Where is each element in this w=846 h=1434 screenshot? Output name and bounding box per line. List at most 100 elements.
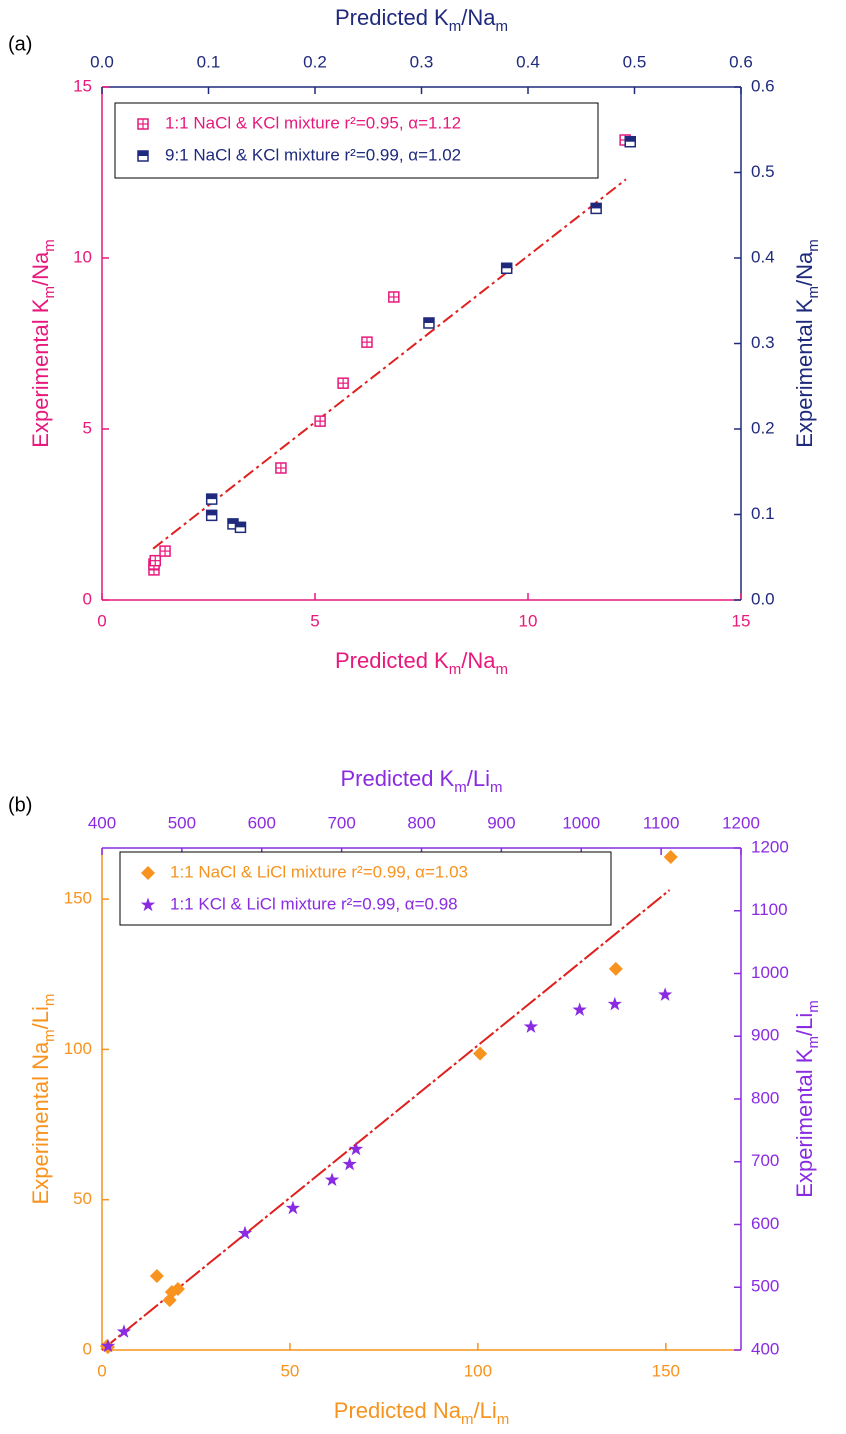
legend-box (119, 851, 612, 926)
marker-part (235, 522, 246, 528)
marker-part (237, 1225, 253, 1240)
x2-tick-label: 0.4 (516, 52, 540, 71)
marker-part (348, 1141, 364, 1156)
axis-title: Experimental Km/Nam (792, 239, 823, 447)
panel-label: (a) (8, 33, 32, 55)
marker-part (140, 897, 156, 912)
legend-marker (140, 897, 156, 912)
y-tick-label: 100 (64, 1039, 92, 1058)
y2-tick-label: 900 (751, 1026, 779, 1045)
point (337, 377, 349, 389)
marker-part (116, 1324, 132, 1338)
legend-marker (137, 118, 149, 130)
legend-label: 1:1 NaCl & KCl mixture r²=0.95, α=1.12 (165, 113, 461, 132)
axis-title-part: m (805, 1000, 822, 1013)
x2-tick-label: 0.1 (197, 52, 221, 71)
marker-part (423, 317, 434, 323)
y2-tick-label: 0.0 (751, 589, 775, 608)
x2-tick-label: 800 (407, 813, 435, 832)
legend-label: 1:1 NaCl & LiCl mixture r²=0.99, α=1.03 (170, 862, 468, 881)
axis-title: Experimental Nam/Lim (28, 994, 59, 1205)
y-tick-label: 0 (83, 1339, 92, 1358)
y2-tick-label: 1100 (751, 900, 788, 919)
axis-title-part: /Li (792, 1013, 817, 1036)
axis-title-part: m (490, 779, 503, 796)
marker-part (572, 1002, 587, 1016)
axis-title-part: /Li (28, 1006, 53, 1029)
x2-tick-label: 600 (248, 813, 276, 832)
y2-tick-label: 0.6 (751, 76, 775, 95)
point (275, 462, 287, 474)
x-tick-label: 10 (519, 611, 538, 630)
x2-tick-label: 0.5 (623, 52, 647, 71)
axis-title: Predicted Nam/Lim (334, 1398, 509, 1429)
y2-tick-label: 400 (751, 1339, 779, 1358)
axis-title-part: m (497, 1411, 510, 1428)
point (624, 135, 636, 148)
point (361, 336, 373, 348)
x-tick-label: 0 (97, 1361, 106, 1380)
y-tick-label: 15 (73, 76, 92, 95)
y-tick-label: 10 (73, 247, 92, 266)
x2-tick-label: 900 (487, 813, 515, 832)
y-tick-label: 5 (83, 418, 92, 437)
point (523, 1019, 539, 1033)
axis-title-part: m (41, 286, 58, 299)
x-tick-label: 5 (310, 611, 319, 630)
y2-tick-label: 800 (751, 1088, 779, 1107)
y-tick-label: 0 (83, 589, 92, 608)
x-tick-label: 150 (652, 1361, 680, 1380)
axis-title-part: Experimental Na (28, 1041, 53, 1204)
x2-tick-label: 1200 (722, 813, 760, 832)
point (572, 1002, 587, 1016)
point (342, 1156, 357, 1171)
axis-title-part: m (41, 1029, 58, 1042)
y2-tick-label: 0.3 (751, 333, 775, 352)
x2-tick-label: 0.0 (90, 52, 114, 71)
point (116, 1324, 132, 1338)
y2-tick-label: 0.1 (751, 504, 775, 523)
marker-part (149, 1269, 164, 1284)
point (500, 262, 513, 275)
axis-title-part: Experimental K (792, 298, 817, 448)
marker-part (170, 1281, 185, 1296)
point (590, 202, 602, 215)
x-tick-label: 0 (97, 611, 106, 630)
marker-part (657, 987, 673, 1001)
point (170, 1281, 185, 1296)
x-tick-label: 15 (732, 611, 751, 630)
x2-tick-label: 1100 (643, 813, 680, 832)
point (607, 996, 622, 1011)
x2-tick-label: 0.6 (729, 52, 753, 71)
marker-part (206, 494, 217, 500)
marker-part (342, 1156, 357, 1171)
x2-tick-label: 1000 (562, 813, 600, 832)
point (237, 1225, 253, 1240)
marker-part (141, 866, 155, 880)
panel-label: (b) (8, 794, 32, 816)
y-tick-label: 150 (64, 889, 92, 908)
legend-marker (141, 866, 155, 880)
fit-line (152, 178, 627, 550)
marker-part (663, 850, 678, 865)
y2-tick-label: 1200 (751, 837, 789, 856)
y2-tick-label: 0.4 (751, 247, 775, 266)
marker-part (607, 996, 622, 1011)
axis-title-part: m (41, 994, 58, 1007)
marker-part (591, 203, 602, 209)
axis-title: Predicted Km/Nam (335, 5, 508, 36)
x2-tick-label: 700 (327, 813, 355, 832)
axis-title-part: Experimental K (28, 298, 53, 448)
marker-part (227, 518, 238, 524)
point (314, 415, 326, 427)
point (348, 1141, 364, 1156)
marker-part (138, 151, 148, 156)
axis-title-part: m (454, 779, 467, 796)
axis-title-part: Predicted K (335, 648, 449, 673)
x2-tick-label: 0.2 (303, 52, 327, 71)
point (388, 291, 400, 303)
x-tick-label: 100 (464, 1361, 492, 1380)
marker-part (625, 136, 636, 142)
point (657, 987, 673, 1001)
